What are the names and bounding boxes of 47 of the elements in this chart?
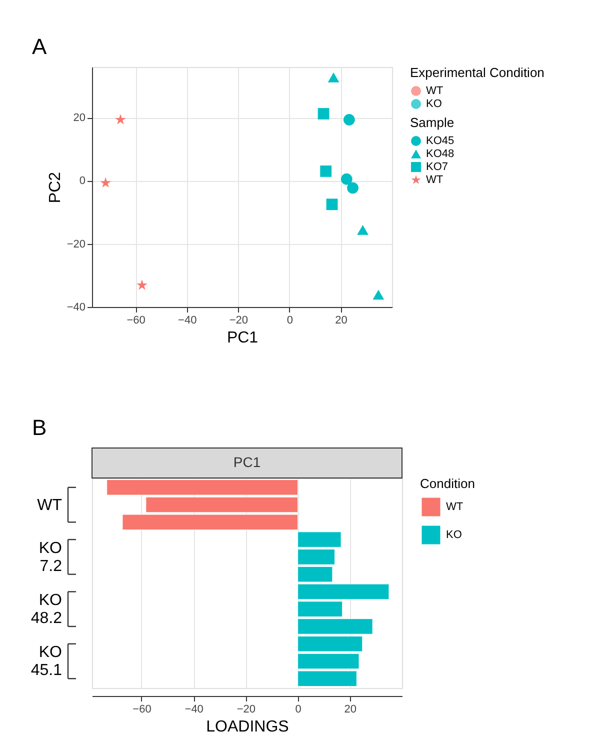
- x-tick-label: −60: [132, 704, 152, 716]
- y-tick-label: −40: [66, 302, 86, 314]
- x-tick-label: −60: [126, 314, 146, 326]
- x-tick-label: −40: [178, 314, 197, 326]
- point: [115, 114, 126, 124]
- y-tick-label: 0: [79, 175, 86, 188]
- point: [320, 166, 332, 177]
- point: [328, 72, 340, 82]
- y-tick-label: KO 48.2: [30, 592, 62, 628]
- point: [343, 114, 355, 126]
- point: [100, 177, 112, 188]
- x-axis-title: LOADINGS: [206, 718, 289, 736]
- x-tick-label: −20: [236, 704, 256, 716]
- point: [136, 280, 148, 290]
- legend-label: WT: [426, 174, 444, 186]
- text: A: [32, 34, 47, 59]
- point: [347, 182, 358, 194]
- x-axis-title: PC1: [226, 330, 258, 346]
- legend-label: KO45: [426, 135, 454, 147]
- y-tick-label: KO 45.1: [30, 644, 62, 680]
- x-tick-label: 0: [286, 314, 293, 326]
- y-tick-label: 20: [73, 112, 86, 124]
- y-axis-title: PC2: [46, 172, 64, 204]
- point: [340, 173, 352, 185]
- point: [372, 290, 384, 300]
- x-tick-label: −20: [229, 314, 248, 326]
- x-tick-label: 0: [295, 704, 302, 716]
- y-tick-label: WT: [37, 496, 62, 514]
- y-tick-label: −20: [66, 238, 86, 250]
- legend-label: KO48: [426, 148, 454, 160]
- point: [326, 198, 338, 210]
- x-tick-label: 20: [344, 704, 357, 716]
- point: [357, 225, 368, 235]
- legend-title: Condition: [420, 476, 475, 491]
- text: KO: [426, 98, 442, 110]
- text: B: [32, 415, 47, 440]
- text: Sample: [410, 115, 454, 130]
- legend-label: KO: [446, 529, 462, 541]
- y-tick-label: KO 7.2: [38, 540, 62, 575]
- chart-title: PC1: [233, 454, 261, 470]
- legend-label: WT: [446, 501, 464, 513]
- legend-label: KO7: [426, 161, 448, 173]
- text: WT: [426, 85, 444, 97]
- x-tick-label: 20: [335, 314, 348, 326]
- point: [318, 108, 330, 120]
- x-tick-label: −40: [184, 704, 204, 716]
- text: Experimental Condition: [410, 65, 544, 80]
